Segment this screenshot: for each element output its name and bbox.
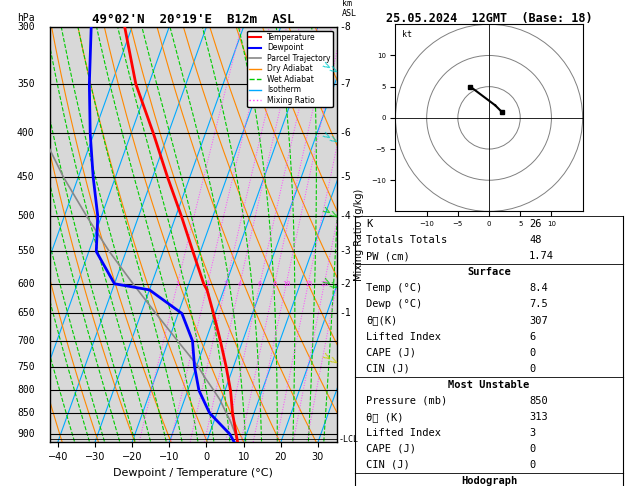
Title: 49°02'N  20°19'E  B12m  ASL: 49°02'N 20°19'E B12m ASL bbox=[92, 13, 294, 26]
Text: 8.4: 8.4 bbox=[529, 283, 548, 294]
Text: 850: 850 bbox=[529, 396, 548, 406]
Text: -5: -5 bbox=[339, 172, 350, 182]
Text: 48: 48 bbox=[529, 235, 542, 245]
Text: 0: 0 bbox=[529, 444, 535, 454]
Text: 450: 450 bbox=[17, 172, 35, 182]
Text: 4: 4 bbox=[238, 281, 242, 287]
Text: 313: 313 bbox=[529, 412, 548, 422]
Text: Mixing Ratio (g/kg): Mixing Ratio (g/kg) bbox=[353, 189, 364, 280]
Text: -3: -3 bbox=[339, 246, 350, 257]
Text: 2: 2 bbox=[206, 281, 209, 287]
Text: 650: 650 bbox=[17, 309, 35, 318]
Text: >>: >> bbox=[320, 59, 341, 77]
Text: 850: 850 bbox=[17, 408, 35, 418]
Text: 3: 3 bbox=[529, 428, 535, 438]
Text: 10: 10 bbox=[282, 281, 291, 287]
Text: 900: 900 bbox=[17, 429, 35, 439]
Text: -LCL: -LCL bbox=[339, 434, 359, 444]
Text: -6: -6 bbox=[339, 128, 350, 139]
Text: CIN (J): CIN (J) bbox=[366, 460, 410, 470]
Text: 1.74: 1.74 bbox=[529, 251, 554, 261]
Text: Pressure (mb): Pressure (mb) bbox=[366, 396, 447, 406]
Text: Dewp (°C): Dewp (°C) bbox=[366, 299, 422, 310]
Text: 7.5: 7.5 bbox=[529, 299, 548, 310]
Text: 20: 20 bbox=[320, 281, 328, 287]
Text: -2: -2 bbox=[339, 279, 350, 289]
Text: Surface: Surface bbox=[467, 267, 511, 278]
Text: 25.05.2024  12GMT  (Base: 18): 25.05.2024 12GMT (Base: 18) bbox=[386, 12, 593, 25]
Text: CIN (J): CIN (J) bbox=[366, 364, 410, 374]
Text: Hodograph: Hodograph bbox=[461, 476, 517, 486]
Text: 6: 6 bbox=[258, 281, 262, 287]
Text: 600: 600 bbox=[17, 279, 35, 289]
Text: CAPE (J): CAPE (J) bbox=[366, 444, 416, 454]
Text: Lifted Index: Lifted Index bbox=[366, 331, 441, 342]
X-axis label: Dewpoint / Temperature (°C): Dewpoint / Temperature (°C) bbox=[113, 468, 274, 478]
Text: Totals Totals: Totals Totals bbox=[366, 235, 447, 245]
Text: Most Unstable: Most Unstable bbox=[448, 380, 530, 390]
Legend: Temperature, Dewpoint, Parcel Trajectory, Dry Adiabat, Wet Adiabat, Isotherm, Mi: Temperature, Dewpoint, Parcel Trajectory… bbox=[247, 31, 333, 107]
Text: 0: 0 bbox=[529, 460, 535, 470]
Text: 300: 300 bbox=[17, 22, 35, 32]
Text: -1: -1 bbox=[339, 309, 350, 318]
Text: 8: 8 bbox=[272, 281, 277, 287]
Text: θᴄ (K): θᴄ (K) bbox=[366, 412, 404, 422]
Text: 800: 800 bbox=[17, 385, 35, 396]
Text: 700: 700 bbox=[17, 336, 35, 346]
Text: -7: -7 bbox=[339, 79, 350, 89]
Text: CAPE (J): CAPE (J) bbox=[366, 347, 416, 358]
Text: >>: >> bbox=[320, 130, 341, 148]
Text: >>: >> bbox=[320, 276, 341, 294]
Text: 15: 15 bbox=[304, 281, 313, 287]
Text: hPa: hPa bbox=[17, 13, 35, 22]
Text: >>: >> bbox=[320, 350, 341, 368]
Text: 550: 550 bbox=[17, 246, 35, 257]
Text: -4: -4 bbox=[339, 211, 350, 221]
Text: 400: 400 bbox=[17, 128, 35, 139]
Text: 350: 350 bbox=[17, 79, 35, 89]
Text: 1: 1 bbox=[175, 281, 179, 287]
Text: Lifted Index: Lifted Index bbox=[366, 428, 441, 438]
Text: 6: 6 bbox=[529, 331, 535, 342]
Text: >>: >> bbox=[320, 205, 341, 223]
Text: 0: 0 bbox=[529, 364, 535, 374]
Text: kt: kt bbox=[402, 30, 412, 39]
Text: 500: 500 bbox=[17, 211, 35, 221]
Text: km
ASL: km ASL bbox=[342, 0, 357, 18]
Text: -8: -8 bbox=[339, 22, 350, 32]
Text: 0: 0 bbox=[529, 347, 535, 358]
Text: K: K bbox=[366, 219, 372, 229]
Text: θᴀ(K): θᴀ(K) bbox=[366, 315, 398, 326]
Text: 3: 3 bbox=[224, 281, 228, 287]
Text: PW (cm): PW (cm) bbox=[366, 251, 410, 261]
Text: 750: 750 bbox=[17, 362, 35, 371]
Text: Temp (°C): Temp (°C) bbox=[366, 283, 422, 294]
Text: 26: 26 bbox=[529, 219, 542, 229]
Text: 307: 307 bbox=[529, 315, 548, 326]
